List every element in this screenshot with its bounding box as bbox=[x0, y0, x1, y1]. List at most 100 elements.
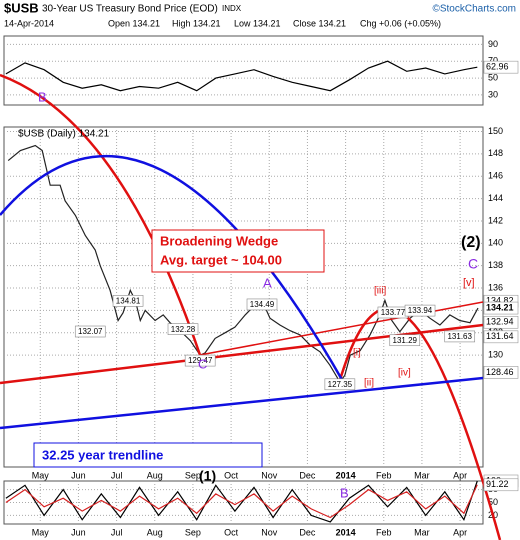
value-marker-box bbox=[483, 315, 519, 329]
point-label: 133.77 bbox=[381, 308, 406, 317]
annotation: [i] bbox=[353, 348, 361, 359]
value-marker: 134.21 bbox=[486, 302, 514, 312]
x-tick-label: Oct bbox=[224, 470, 239, 480]
legend-entry: $USB (Daily) 134.21 bbox=[18, 129, 110, 140]
callout-box bbox=[151, 229, 325, 273]
annotation: Avg. target ~ 104.00 bbox=[160, 252, 282, 267]
symbol: $USB bbox=[4, 0, 39, 15]
point-label-box bbox=[324, 378, 356, 391]
exchange: INDX bbox=[222, 4, 242, 13]
x-tick-label: Sep bbox=[185, 470, 201, 480]
point-label: 134.49 bbox=[250, 300, 275, 309]
low: Low 134.21 bbox=[234, 18, 281, 28]
x-tick-label: Aug bbox=[147, 470, 163, 480]
x-tick-label: Jun bbox=[71, 470, 86, 480]
annotation: Broadening Wedge bbox=[160, 233, 278, 248]
x-tick-label: Jul bbox=[111, 470, 123, 480]
x-tick-label: May bbox=[32, 527, 50, 537]
x-tick-label: Mar bbox=[414, 527, 430, 537]
x-tick-label: Nov bbox=[261, 470, 278, 480]
value-marker-box bbox=[483, 366, 519, 379]
red-arc bbox=[338, 307, 502, 540]
series-line bbox=[5, 484, 478, 519]
series-line bbox=[5, 60, 478, 92]
annotation: [iii] bbox=[374, 286, 386, 297]
value-marker-box bbox=[483, 301, 519, 315]
point-label-box bbox=[112, 295, 144, 307]
point-label: 127.35 bbox=[328, 380, 353, 389]
instrument-name: 30-Year US Treasury Bond Price (EOD) bbox=[42, 4, 218, 15]
panel: 90 70 50 30 bbox=[3, 35, 498, 106]
point-label: 134.81 bbox=[116, 296, 141, 305]
panel-frame bbox=[3, 126, 484, 468]
point-label: 133.94 bbox=[408, 306, 433, 315]
value-marker-box bbox=[483, 478, 519, 492]
series-line bbox=[7, 144, 479, 384]
y-tick-label: 146 bbox=[488, 171, 503, 181]
annotation: [iv] bbox=[398, 368, 411, 379]
annotation: C bbox=[198, 356, 207, 371]
value-marker-box bbox=[483, 330, 519, 344]
value-marker: 134.82 bbox=[486, 296, 514, 306]
annotation: (2) bbox=[461, 234, 481, 251]
y-tick-label: 148 bbox=[488, 148, 503, 158]
trendline bbox=[0, 376, 484, 430]
x-tick-label: Mar bbox=[414, 470, 430, 480]
annotation: B bbox=[38, 89, 47, 104]
brand: ©StockCharts.com bbox=[432, 4, 516, 15]
annotation: C bbox=[468, 256, 478, 272]
value-marker: 128.46 bbox=[486, 367, 514, 377]
close: Close 134.21 bbox=[293, 18, 346, 28]
y-tick-label: 30 bbox=[488, 89, 498, 99]
change: Chg +0.06 (+0.05%) bbox=[360, 18, 441, 28]
high: High 134.21 bbox=[172, 18, 221, 28]
value-marker: 132.94 bbox=[486, 317, 514, 327]
point-label: 132.28 bbox=[171, 325, 196, 334]
x-tick-label: Jun bbox=[71, 527, 86, 537]
value-marker-box bbox=[483, 60, 519, 74]
x-tick-label: Oct bbox=[224, 527, 239, 537]
x-tick-label: May bbox=[32, 470, 50, 480]
panel: 805020 bbox=[3, 480, 498, 525]
annotation: A bbox=[263, 275, 272, 290]
point-label: 131.29 bbox=[393, 336, 418, 345]
point-label-box bbox=[389, 334, 421, 347]
annotation: (1) bbox=[199, 468, 216, 484]
value-marker: 131.64 bbox=[486, 331, 514, 341]
y-tick-label: 70 bbox=[488, 56, 498, 66]
y-tick-label: 144 bbox=[488, 193, 503, 203]
y-tick-label: 138 bbox=[488, 260, 503, 270]
point-label-box bbox=[444, 330, 476, 343]
value-marker: 91.22 bbox=[486, 479, 509, 489]
panel: 150148146144142140138136134132130 bbox=[3, 126, 503, 468]
panel-frame bbox=[3, 480, 484, 525]
x-tick-label: Dec bbox=[299, 470, 316, 480]
x-tick-label: 2014 bbox=[336, 527, 356, 537]
point-label-box bbox=[74, 325, 106, 338]
value-marker: 62.96 bbox=[486, 62, 509, 72]
x-tick-label: Feb bbox=[376, 470, 392, 480]
annotation: [v] bbox=[463, 277, 475, 289]
blue-arc bbox=[0, 154, 347, 386]
point-label-box bbox=[246, 298, 278, 311]
annotation: 32.25 year trendline bbox=[42, 447, 163, 462]
callout-box bbox=[33, 442, 263, 468]
point-label: 131.63 bbox=[447, 332, 472, 341]
x-tick-label: Sep bbox=[185, 527, 201, 537]
x-tick-label: Jul bbox=[111, 527, 123, 537]
x-tick-label: Aug bbox=[147, 527, 163, 537]
x-tick-label: 2014 bbox=[336, 470, 356, 480]
point-label-box bbox=[167, 323, 199, 335]
wedge-line bbox=[199, 301, 484, 356]
panel-frame bbox=[3, 35, 484, 106]
y-tick-label: 140 bbox=[488, 238, 503, 248]
y-tick-label: 142 bbox=[488, 215, 503, 225]
y-tick-label: 150 bbox=[488, 126, 503, 136]
x-tick-label: Nov bbox=[261, 527, 278, 537]
red-arc bbox=[0, 73, 202, 356]
date: 14-Apr-2014 bbox=[4, 18, 54, 28]
point-label-box bbox=[184, 354, 216, 367]
x-tick-label: Apr bbox=[453, 470, 467, 480]
